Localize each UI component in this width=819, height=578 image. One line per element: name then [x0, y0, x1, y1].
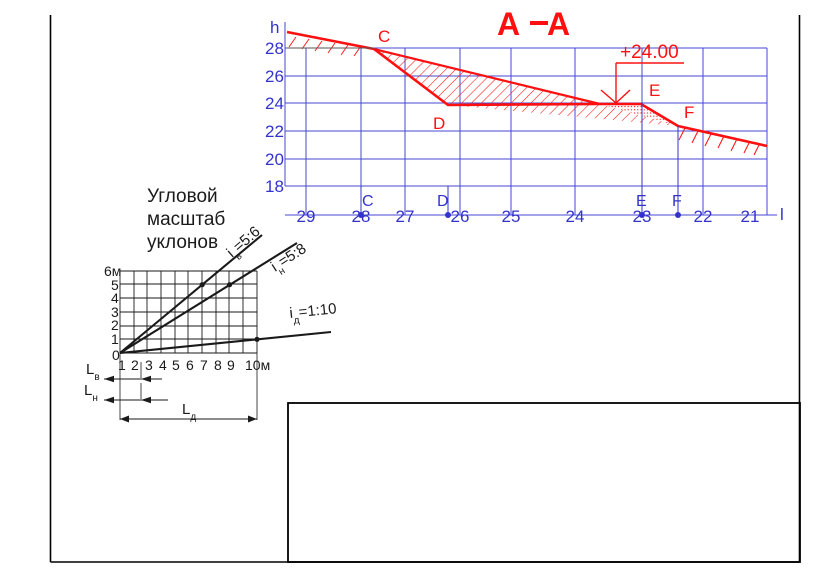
- svg-text:уклонов: уклонов: [147, 232, 218, 253]
- svg-text:+24.00: +24.00: [620, 42, 679, 63]
- svg-text:1: 1: [118, 357, 126, 373]
- svg-text:1: 1: [111, 331, 119, 347]
- svg-text:9: 9: [227, 357, 235, 373]
- svg-text:масштаб: масштаб: [147, 209, 225, 230]
- svg-text:27: 27: [396, 207, 415, 226]
- svg-text:A: A: [547, 6, 570, 42]
- svg-text:F: F: [684, 103, 694, 122]
- svg-text:29: 29: [297, 207, 316, 226]
- svg-text:7: 7: [200, 357, 208, 373]
- svg-text:C: C: [362, 193, 374, 210]
- svg-text:21: 21: [741, 207, 760, 226]
- svg-text:22: 22: [265, 122, 284, 141]
- svg-text:l: l: [780, 205, 784, 224]
- svg-text:22: 22: [694, 207, 713, 226]
- svg-text:24: 24: [265, 94, 284, 113]
- svg-text:E: E: [649, 81, 660, 100]
- svg-text:25: 25: [502, 207, 521, 226]
- svg-text:18: 18: [265, 177, 284, 196]
- svg-text:C: C: [378, 27, 390, 46]
- svg-text:D: D: [433, 114, 445, 133]
- svg-text:F: F: [672, 193, 682, 210]
- svg-text:28: 28: [265, 39, 284, 58]
- svg-text:4: 4: [159, 357, 167, 373]
- svg-text:2: 2: [131, 357, 139, 373]
- svg-text:3: 3: [145, 357, 153, 373]
- svg-text:26: 26: [265, 67, 284, 86]
- svg-text:8: 8: [214, 357, 222, 373]
- svg-text:h: h: [270, 18, 279, 37]
- svg-text:A: A: [497, 6, 520, 42]
- svg-text:6: 6: [186, 357, 194, 373]
- svg-text:24: 24: [566, 207, 585, 226]
- svg-text:26: 26: [451, 207, 470, 226]
- svg-text:5: 5: [172, 357, 180, 373]
- svg-text:D: D: [437, 193, 449, 210]
- svg-text:10м: 10м: [245, 357, 270, 373]
- svg-text:E: E: [636, 193, 647, 210]
- svg-text:20: 20: [265, 150, 284, 169]
- svg-text:Угловой: Угловой: [147, 186, 218, 207]
